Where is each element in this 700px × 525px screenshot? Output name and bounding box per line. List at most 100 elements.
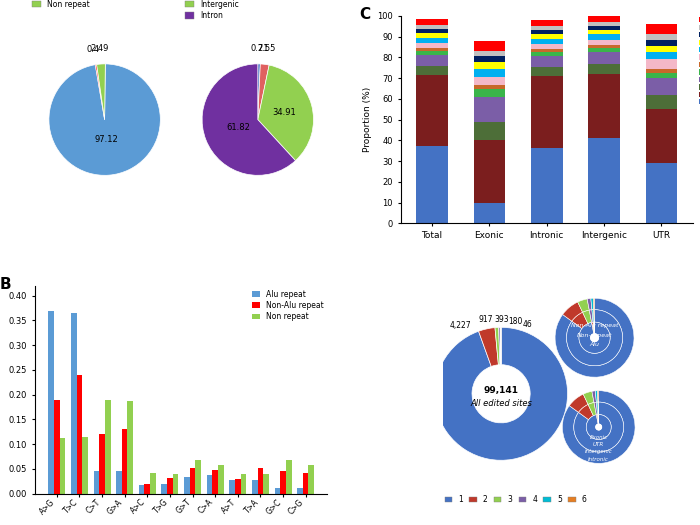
Wedge shape — [596, 415, 598, 424]
Y-axis label: Fraction of total: Fraction of total — [0, 354, 4, 425]
Text: 393: 393 — [495, 315, 510, 324]
Wedge shape — [591, 298, 594, 310]
Wedge shape — [578, 404, 594, 419]
Bar — [263, 474, 269, 494]
Bar — [54, 400, 60, 493]
Bar — [218, 465, 223, 493]
Wedge shape — [95, 65, 104, 120]
Bar — [167, 478, 173, 493]
Bar — [258, 468, 263, 494]
Wedge shape — [562, 391, 635, 464]
Bar — [252, 480, 258, 493]
Bar — [184, 477, 190, 494]
Bar — [274, 488, 280, 493]
Bar — [416, 48, 448, 51]
Wedge shape — [592, 310, 594, 322]
Bar — [645, 73, 677, 78]
Text: Intergenic: Intergenic — [584, 449, 612, 455]
Bar — [531, 39, 563, 44]
Bar — [235, 479, 241, 493]
Bar — [82, 437, 88, 493]
Bar — [645, 46, 677, 52]
Text: Non-repeat: Non-repeat — [577, 333, 612, 338]
Bar — [60, 438, 65, 493]
Bar — [474, 40, 505, 51]
Bar — [105, 400, 111, 493]
Bar — [71, 313, 76, 494]
Bar — [589, 22, 620, 26]
Bar — [195, 460, 201, 493]
Bar — [589, 45, 620, 48]
Bar — [230, 480, 235, 493]
Text: 180: 180 — [508, 317, 523, 326]
Bar — [645, 109, 677, 163]
Bar — [150, 472, 156, 493]
Text: C: C — [360, 7, 371, 23]
Bar — [474, 56, 505, 62]
Bar — [531, 30, 563, 35]
Bar — [474, 86, 505, 89]
Wedge shape — [495, 328, 500, 365]
Text: 97.12: 97.12 — [94, 134, 118, 143]
Wedge shape — [596, 402, 598, 415]
Wedge shape — [555, 298, 634, 377]
Text: 917: 917 — [478, 315, 493, 324]
Circle shape — [596, 424, 601, 430]
Wedge shape — [592, 322, 594, 333]
Bar — [645, 69, 677, 73]
Text: All edited sites: All edited sites — [470, 398, 532, 407]
Bar — [531, 67, 563, 76]
Bar — [645, 78, 677, 94]
Bar — [474, 140, 505, 203]
Bar — [645, 35, 677, 40]
Bar — [645, 163, 677, 224]
Bar — [589, 48, 620, 52]
Bar — [416, 145, 448, 224]
Wedge shape — [258, 65, 314, 161]
Text: UTR: UTR — [593, 442, 604, 447]
Bar — [531, 35, 563, 39]
Bar — [416, 55, 448, 66]
Bar — [589, 52, 620, 64]
Circle shape — [591, 334, 598, 341]
Wedge shape — [574, 402, 624, 452]
Bar — [531, 20, 563, 26]
Wedge shape — [202, 64, 295, 175]
Text: Alu: Alu — [589, 342, 600, 348]
Bar — [416, 66, 448, 75]
Bar — [241, 474, 246, 494]
Bar — [531, 76, 563, 148]
Bar — [139, 485, 144, 494]
Bar — [531, 52, 563, 56]
Legend: Alu repeat, Non-Alu repeat, Non repeat: Alu repeat, Non-Alu repeat, Non repeat — [252, 290, 323, 321]
Text: 46: 46 — [522, 320, 532, 329]
Bar — [531, 148, 563, 224]
Wedge shape — [587, 298, 592, 310]
Wedge shape — [258, 64, 260, 120]
Bar — [589, 138, 620, 224]
Bar — [589, 30, 620, 35]
Legend: Exonic, UTR, Intergenic, Intron: Exonic, UTR, Intergenic, Intron — [185, 0, 239, 20]
Wedge shape — [579, 322, 610, 353]
Bar — [298, 488, 303, 493]
Bar — [280, 471, 286, 493]
Text: 0.4: 0.4 — [87, 45, 100, 54]
Bar — [212, 470, 218, 493]
Text: Exonic: Exonic — [589, 435, 608, 440]
Wedge shape — [572, 312, 588, 329]
Text: 34.91: 34.91 — [273, 108, 297, 117]
Bar — [474, 62, 505, 69]
Bar — [645, 24, 677, 35]
Bar — [589, 64, 620, 74]
Text: 61.82: 61.82 — [226, 123, 250, 132]
Wedge shape — [563, 302, 582, 321]
Wedge shape — [592, 391, 596, 403]
Wedge shape — [578, 299, 589, 312]
Bar — [162, 484, 167, 494]
Bar — [531, 44, 563, 49]
Bar — [116, 471, 122, 493]
Bar — [173, 474, 178, 494]
Bar — [416, 51, 448, 55]
Wedge shape — [583, 391, 594, 404]
Bar — [48, 310, 54, 494]
